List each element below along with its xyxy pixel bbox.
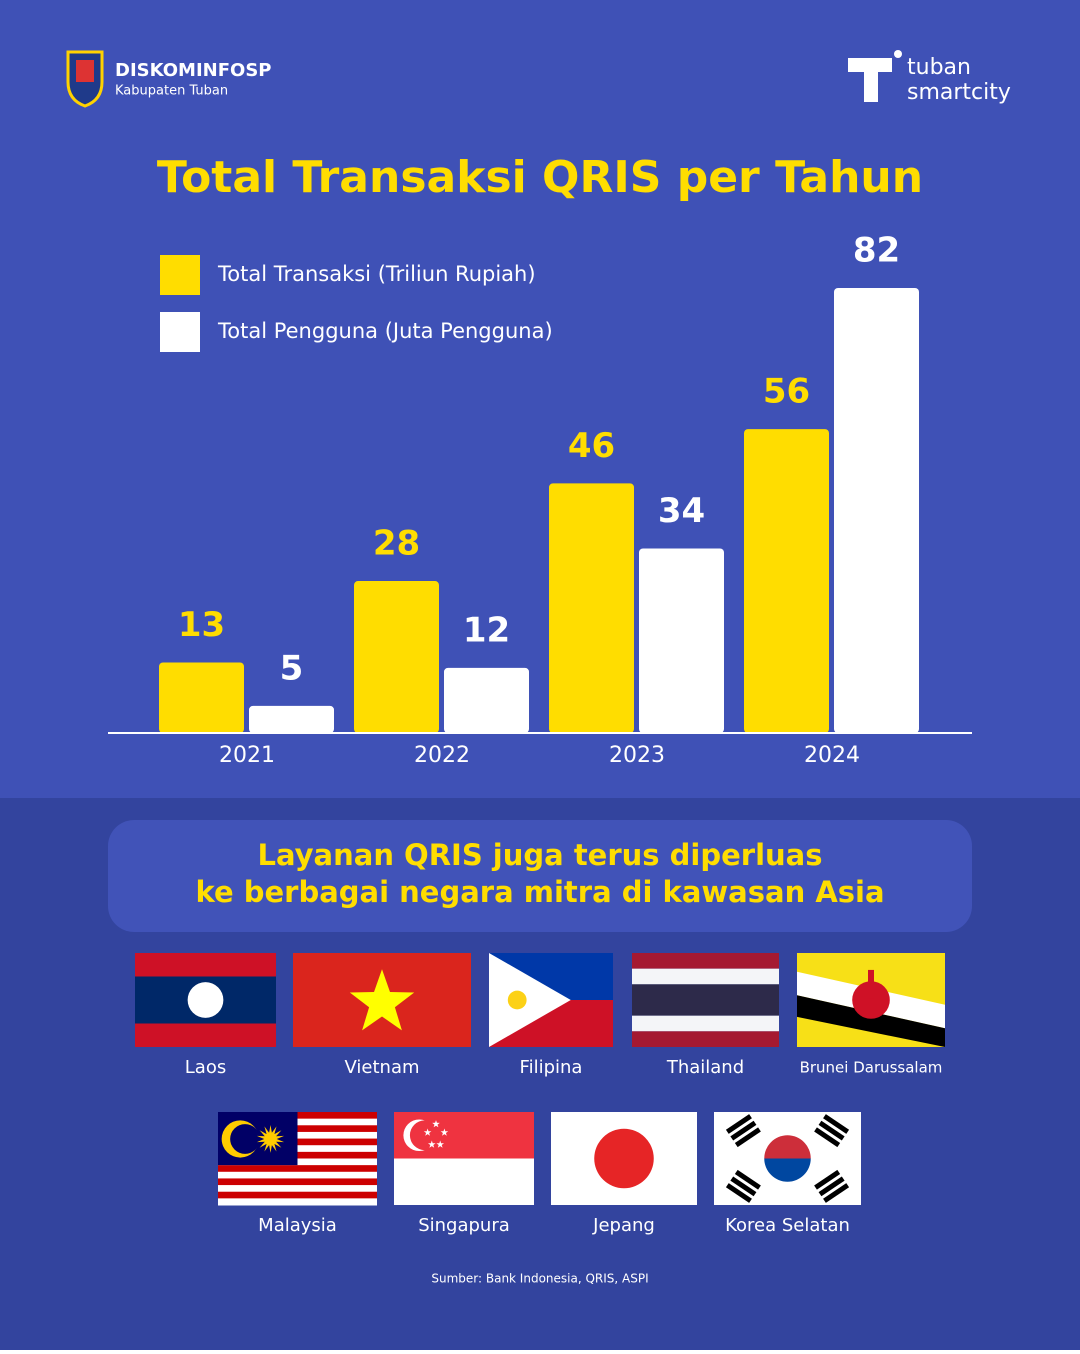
x-tick-label: 2023 xyxy=(609,743,665,768)
flag xyxy=(714,1112,861,1205)
flag-part xyxy=(632,1015,779,1032)
flag-part xyxy=(218,1185,377,1193)
bar xyxy=(744,429,829,733)
value-label: 5 xyxy=(280,648,304,688)
flag-part xyxy=(734,1169,761,1190)
flag-part xyxy=(725,1183,752,1203)
value-label: 28 xyxy=(373,524,420,564)
flag xyxy=(135,953,276,1047)
flag-label: Singapura xyxy=(418,1215,510,1236)
flag-part xyxy=(440,1128,449,1136)
flag-part xyxy=(218,1198,377,1206)
flag-part xyxy=(349,969,415,1031)
legend-swatch xyxy=(160,312,200,352)
flag-part xyxy=(632,1031,779,1047)
bar xyxy=(159,662,244,733)
flag xyxy=(551,1112,697,1205)
flag-part xyxy=(632,953,779,969)
brand-logo xyxy=(848,58,892,102)
bar xyxy=(444,667,529,733)
banner-line: ke berbagai negara mitra di kawasan Asia xyxy=(195,875,884,909)
flag-label: Korea Selatan xyxy=(725,1215,850,1236)
flag-part xyxy=(489,953,571,1047)
brand-dot xyxy=(894,50,902,58)
bar xyxy=(549,483,634,733)
value-label: 13 xyxy=(178,605,225,645)
flag-part xyxy=(632,984,779,1016)
flag-part xyxy=(764,1135,811,1159)
flag xyxy=(489,953,613,1047)
flag-label: Thailand xyxy=(666,1057,744,1078)
flag-part xyxy=(218,1165,377,1173)
chart-title: Total Transaksi QRIS per Tahun xyxy=(157,152,923,203)
flag-part xyxy=(823,1183,850,1203)
x-tick-label: 2022 xyxy=(414,743,470,768)
flag-part xyxy=(218,1191,377,1199)
flag-part xyxy=(436,1140,444,1148)
value-label: 46 xyxy=(568,426,615,466)
flag-part xyxy=(394,1158,534,1205)
flag-label: Vietnam xyxy=(344,1057,419,1078)
flag xyxy=(632,953,779,1047)
flag-part xyxy=(818,1120,845,1141)
source: Sumber: Bank Indonesia, QRIS, ASPI xyxy=(431,1272,648,1286)
flag-part xyxy=(818,1176,845,1197)
flag-label: Laos xyxy=(185,1057,226,1078)
org-sub: Kabupaten Tuban xyxy=(115,84,228,99)
flag-part xyxy=(428,1140,436,1148)
org-name: DISKOMINFOSP xyxy=(115,60,271,81)
value-label: 12 xyxy=(463,610,510,650)
brand-top: tuban xyxy=(907,55,971,80)
legend-label: Total Transaksi (Triliun Rupiah) xyxy=(217,262,536,286)
banner-line: Layanan QRIS juga terus diperluas xyxy=(257,838,822,872)
value-label: 82 xyxy=(853,231,900,271)
flag xyxy=(293,953,471,1047)
flag-part xyxy=(725,1114,752,1134)
flag-part xyxy=(187,982,224,1018)
brand-bottom: smartcity xyxy=(907,80,1011,105)
value-label: 34 xyxy=(658,491,705,531)
flag-part xyxy=(868,969,874,999)
flag xyxy=(218,1112,377,1206)
flag-label: Filipina xyxy=(520,1057,583,1078)
bar xyxy=(639,548,724,733)
bar xyxy=(834,288,919,733)
bar xyxy=(354,581,439,733)
flag-part xyxy=(764,1158,811,1182)
flag-part xyxy=(230,1124,260,1154)
flag-part xyxy=(632,968,779,985)
flag-part xyxy=(730,1120,757,1141)
banner-box xyxy=(108,820,972,932)
flag xyxy=(394,1112,534,1205)
legend-label: Total Pengguna (Juta Pengguna) xyxy=(217,319,553,343)
flag-part xyxy=(256,1125,285,1153)
flag-part xyxy=(218,1171,377,1179)
x-tick-label: 2021 xyxy=(219,743,275,768)
flag-part xyxy=(852,981,890,1019)
flag-part xyxy=(823,1114,850,1134)
flag-part xyxy=(507,990,527,1010)
logo-emblem xyxy=(76,60,94,82)
flag-part xyxy=(432,1120,440,1128)
flag-part xyxy=(423,1128,432,1136)
flag-part xyxy=(218,1178,377,1186)
flag-part xyxy=(594,1128,654,1189)
flag-label: Malaysia xyxy=(258,1215,337,1236)
flag-part xyxy=(734,1127,761,1148)
flag-part xyxy=(730,1176,757,1197)
flag-part xyxy=(797,995,945,1047)
flag-part xyxy=(814,1127,841,1148)
flag xyxy=(797,953,945,1047)
x-tick-label: 2024 xyxy=(804,743,860,768)
flag-part xyxy=(814,1169,841,1190)
bar xyxy=(249,705,334,733)
flag-label: Jepang xyxy=(592,1215,655,1236)
value-label: 56 xyxy=(763,372,810,412)
flag-label: Brunei Darussalam xyxy=(800,1059,943,1077)
legend-swatch xyxy=(160,255,200,295)
